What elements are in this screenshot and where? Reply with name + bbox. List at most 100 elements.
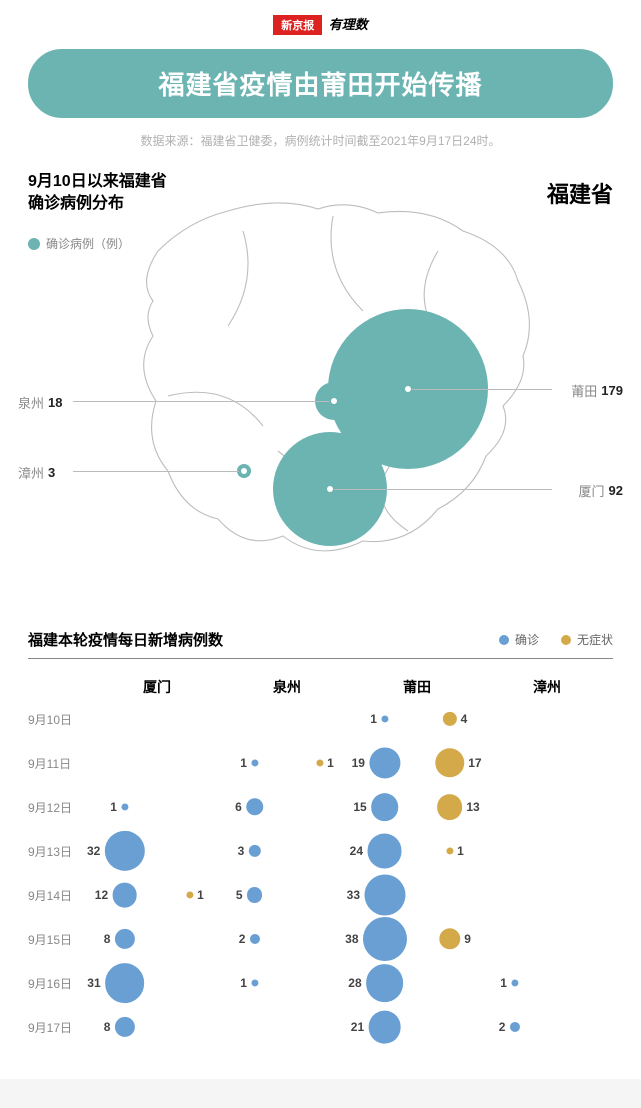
bubble-value: 32 <box>87 844 100 858</box>
map-bubble-漳州 <box>237 464 251 478</box>
grid-cell: 1 <box>92 785 222 829</box>
grid-cell: 6 <box>222 785 352 829</box>
grid-cell <box>482 829 612 873</box>
row-date: 9月15日 <box>28 931 92 948</box>
grid-cell: 389 <box>352 917 482 961</box>
daily-row: 9月14日121533 <box>28 873 613 917</box>
confirmed-bubble <box>509 1022 519 1032</box>
bubble-value: 13 <box>466 800 479 814</box>
bubble-value: 38 <box>345 932 358 946</box>
dot-blue-icon <box>499 635 509 645</box>
leader-line <box>73 401 329 402</box>
confirmed-bubble <box>363 917 407 961</box>
asymptomatic-bubble <box>186 891 193 898</box>
city-header: 漳州 <box>482 677 612 697</box>
brand-logo: 新京报 有理数 <box>0 0 641 43</box>
bubble-value: 17 <box>468 756 481 770</box>
grid-cell <box>482 917 612 961</box>
confirmed-bubble <box>247 887 263 903</box>
bubble-value: 1 <box>457 844 464 858</box>
city-header: 莆田 <box>352 677 482 697</box>
bubble-value: 1 <box>240 976 247 990</box>
daily-row: 9月12日161513 <box>28 785 613 829</box>
grid-cell: 31 <box>92 961 222 1005</box>
grid-cell: 24 1 <box>352 829 482 873</box>
row-date: 9月14日 <box>28 887 92 904</box>
confirmed-bubble <box>369 747 400 778</box>
grid-cell: 32 <box>92 829 222 873</box>
bubble-value: 2 <box>239 932 246 946</box>
bubble-value: 21 <box>351 1020 364 1034</box>
grid-cell <box>482 697 612 741</box>
grid-cell <box>482 873 612 917</box>
confirmed-bubble <box>105 963 145 1003</box>
bubble-value: 24 <box>350 844 363 858</box>
confirmed-bubble <box>368 1011 401 1044</box>
bubble-value: 31 <box>87 976 100 990</box>
bubble-value: 6 <box>235 800 242 814</box>
confirmed-bubble <box>246 798 263 815</box>
grid-cell: 1 <box>222 961 352 1005</box>
grid-cell <box>222 1005 352 1049</box>
confirmed-bubble <box>112 883 137 908</box>
hero-title: 福建省疫情由莆田开始传播 <box>28 49 613 118</box>
grid-cell <box>222 697 352 741</box>
daily-grid: 厦门泉州莆田漳州 9月10日149月11日1119179月12日1615139月… <box>28 677 613 1049</box>
daily-row: 9月17日8212 <box>28 1005 613 1049</box>
grid-cell: 1513 <box>352 785 482 829</box>
logo-red-badge: 新京报 <box>273 15 322 35</box>
grid-cell <box>482 741 612 785</box>
map-label-漳州: 漳州3 <box>18 463 55 482</box>
bubble-value: 15 <box>353 800 366 814</box>
bubble-value: 4 <box>461 712 468 726</box>
bubble-value: 1 <box>370 712 377 726</box>
source-line: 数据来源：福建省卫健委，病例统计时间截至2021年9月17日24时。 <box>0 132 641 149</box>
confirmed-bubble <box>114 929 134 949</box>
bubble-value: 1 <box>327 756 334 770</box>
grid-cell <box>482 785 612 829</box>
logo-italic: 有理数 <box>329 14 368 33</box>
grid-cell: 28 <box>352 961 482 1005</box>
row-date: 9月11日 <box>28 755 92 772</box>
confirmed-bubble <box>104 831 144 871</box>
daily-row: 9月11日111917 <box>28 741 613 785</box>
bubble-value: 8 <box>104 932 111 946</box>
bubble-value: 12 <box>95 888 108 902</box>
row-date: 9月16日 <box>28 975 92 992</box>
bubble-value: 33 <box>347 888 360 902</box>
grid-cell: 1917 <box>352 741 482 785</box>
legend-confirmed: 确诊 <box>499 631 539 648</box>
infographic-page: 新京报 有理数 福建省疫情由莆田开始传播 数据来源：福建省卫健委，病例统计时间截… <box>0 0 641 1079</box>
bubble-value: 19 <box>352 756 365 770</box>
confirmed-bubble <box>114 1017 134 1037</box>
confirmed-bubble <box>371 793 399 821</box>
map-label-厦门: 厦门92 <box>579 481 623 500</box>
bubble-value: 1 <box>197 888 204 902</box>
asymptomatic-bubble <box>316 759 323 766</box>
grid-cell: 8 <box>92 1005 222 1049</box>
grid-cell <box>92 697 222 741</box>
legend-asymptomatic: 无症状 <box>561 631 613 648</box>
daily-row: 9月10日 1 4 <box>28 697 613 741</box>
asymptomatic-bubble <box>435 748 464 777</box>
city-header: 泉州 <box>222 677 352 697</box>
dot-gold-icon <box>561 635 571 645</box>
map-label-莆田: 莆田179 <box>571 381 623 400</box>
grid-cell: 11 <box>222 741 352 785</box>
daily-chart-section: 福建本轮疫情每日新增病例数 确诊 无症状 厦门泉州莆田漳州 9月10日149月1… <box>28 629 613 1049</box>
grid-cell: 21 <box>352 1005 482 1049</box>
daily-rows: 9月10日149月11日1119179月12日1615139月13日323241… <box>28 697 613 1049</box>
asymptomatic-bubble <box>442 712 456 726</box>
confirmed-bubble <box>251 979 258 986</box>
confirmed-bubble <box>251 759 258 766</box>
confirmed-bubble <box>121 803 128 810</box>
row-date: 9月17日 <box>28 1019 92 1036</box>
daily-row: 9月13日32 3 24 1 <box>28 829 613 873</box>
row-date: 9月13日 <box>28 843 92 860</box>
confirmed-bubble <box>511 979 518 986</box>
row-date: 9月10日 <box>28 711 92 728</box>
daily-row: 9月15日 8 2 389 <box>28 917 613 961</box>
bubble-value: 3 <box>238 844 245 858</box>
confirmed-bubble <box>366 964 404 1002</box>
leader-line <box>334 489 552 490</box>
